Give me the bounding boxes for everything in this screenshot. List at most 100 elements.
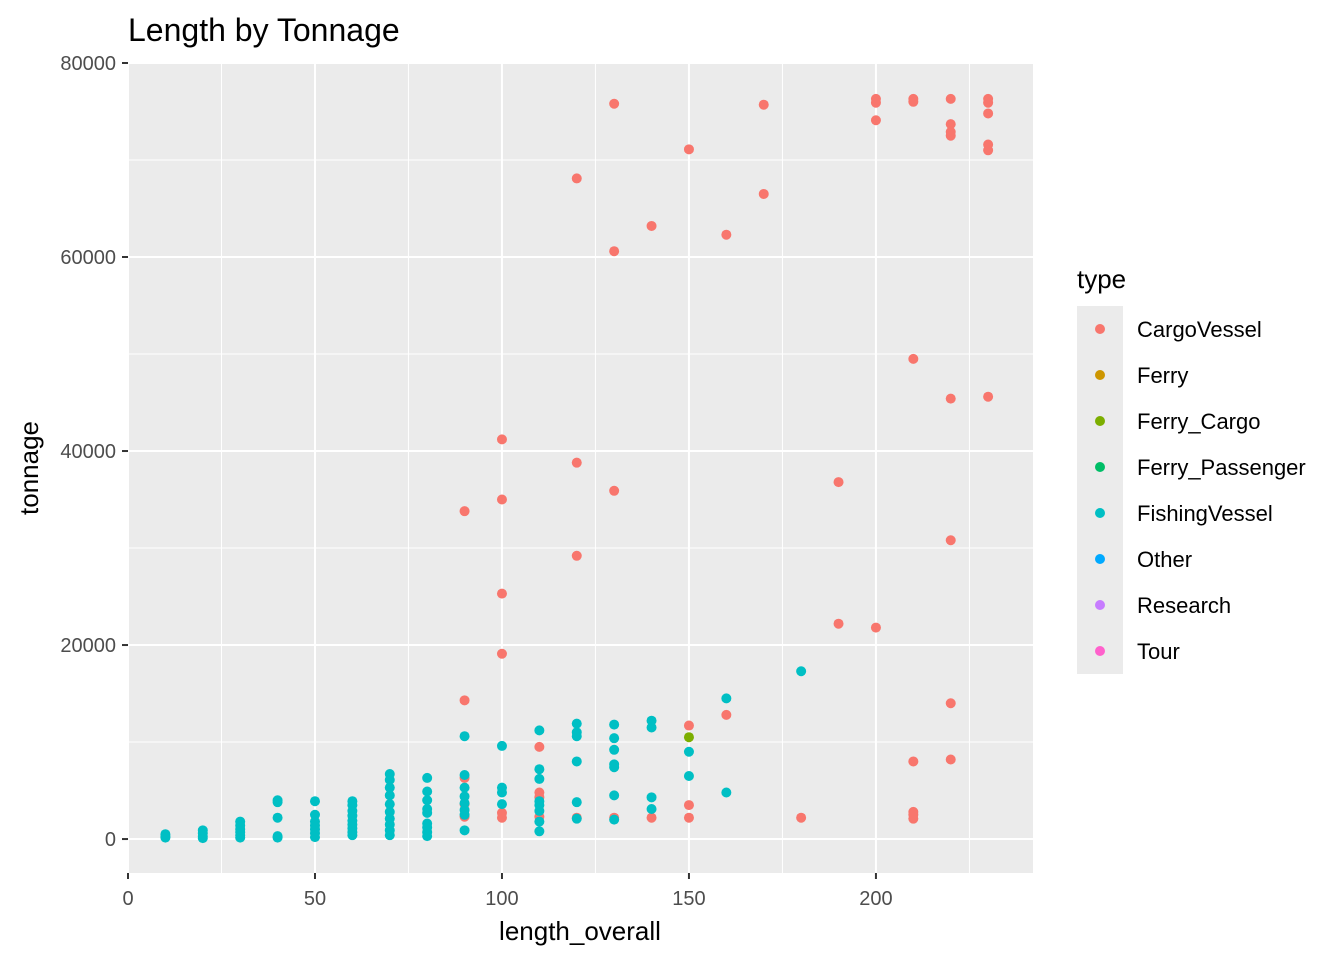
legend-key-background <box>1077 306 1123 674</box>
point-cargovessel <box>758 188 769 199</box>
point-cargovessel <box>796 812 807 823</box>
point-cargovessel <box>908 353 919 364</box>
legend-key-research <box>1095 600 1105 610</box>
point-fishingvessel <box>384 799 395 810</box>
point-fishingvessel <box>796 666 807 677</box>
point-cargovessel <box>571 173 582 184</box>
point-fishingvessel <box>646 792 657 803</box>
legend: type CargoVessel Ferry Ferry_Cargo Ferry_Pa… <box>1077 264 1306 674</box>
legend-label: Ferry_Cargo <box>1137 409 1260 434</box>
point-cargovessel <box>908 756 919 767</box>
legend-label: FishingVessel <box>1137 501 1273 526</box>
legend-key-tour <box>1095 646 1105 656</box>
legend-title: type <box>1077 264 1126 294</box>
legend-label: Research <box>1137 593 1231 618</box>
point-fishingvessel <box>534 816 545 827</box>
point-fishingvessel <box>534 773 545 784</box>
point-cargovessel <box>721 229 732 240</box>
point-fishingvessel <box>571 813 582 824</box>
x-axis-title: length_overall <box>499 916 661 946</box>
point-cargovessel <box>870 115 881 126</box>
point-fishingvessel <box>534 725 545 736</box>
point-cargovessel <box>496 588 507 599</box>
point-fishingvessel <box>272 812 283 823</box>
point-fishingvessel <box>609 719 620 730</box>
chart-title: Length by Tonnage <box>128 12 400 48</box>
point-cargovessel <box>683 720 694 731</box>
point-cargovessel <box>496 812 507 823</box>
point-fishingvessel <box>721 693 732 704</box>
point-fishingvessel <box>534 764 545 775</box>
point-fishingvessel <box>534 805 545 816</box>
point-cargovessel <box>683 800 694 811</box>
point-fishingvessel <box>384 830 395 841</box>
point-cargovessel <box>945 535 956 546</box>
point-fishingvessel <box>646 722 657 733</box>
point-fishingvessel <box>609 744 620 755</box>
point-fishingvessel <box>422 772 433 783</box>
grid-minor-lines <box>128 63 1033 873</box>
legend-key-fishingvessel <box>1095 508 1105 518</box>
point-fishingvessel <box>609 733 620 744</box>
y-axis-title: tonnage <box>14 421 44 515</box>
point-cargovessel <box>459 695 470 706</box>
point-fishingvessel <box>496 740 507 751</box>
plot-panel <box>128 63 1033 873</box>
point-cargovessel <box>721 709 732 720</box>
point-fishingvessel <box>384 790 395 801</box>
point-fishingvessel <box>534 826 545 837</box>
point-cargovessel <box>833 477 844 488</box>
legend-key-ferry <box>1095 370 1105 380</box>
point-fishingvessel <box>571 718 582 729</box>
point-fishingvessel <box>422 807 433 818</box>
point-fishingvessel <box>683 770 694 781</box>
x-tick-label: 0 <box>122 888 133 910</box>
point-fishingvessel <box>422 795 433 806</box>
point-cargovessel <box>983 391 994 402</box>
point-fishingvessel <box>459 825 470 836</box>
x-tick-label: 100 <box>485 888 518 910</box>
point-cargovessel <box>534 741 545 752</box>
point-cargovessel <box>571 550 582 561</box>
legend-label: Ferry_Passenger <box>1137 455 1306 480</box>
x-tick-label: 150 <box>672 888 705 910</box>
y-tick-label: 40000 <box>60 441 116 463</box>
point-fishingvessel <box>422 786 433 797</box>
legend-label: Other <box>1137 547 1192 572</box>
point-cargovessel <box>945 119 956 130</box>
point-cargovessel <box>496 648 507 659</box>
point-fishingvessel <box>272 832 283 843</box>
point-cargovessel <box>683 812 694 823</box>
point-ferry-cargo <box>683 732 694 743</box>
point-fishingvessel <box>459 782 470 793</box>
point-cargovessel <box>609 98 620 109</box>
point-fishingvessel <box>160 832 171 843</box>
point-cargovessel <box>983 97 994 108</box>
legend-label: Tour <box>1137 639 1180 664</box>
point-fishingvessel <box>496 787 507 798</box>
point-cargovessel <box>609 246 620 257</box>
point-cargovessel <box>833 618 844 629</box>
point-fishingvessel <box>571 756 582 767</box>
point-cargovessel <box>496 434 507 445</box>
point-fishingvessel <box>422 831 433 842</box>
x-tick-label: 200 <box>859 888 892 910</box>
point-cargovessel <box>683 144 694 155</box>
point-cargovessel <box>870 622 881 633</box>
point-cargovessel <box>908 96 919 107</box>
x-axis-ticks: 0 50 100 150 200 <box>122 873 893 910</box>
point-fishingvessel <box>496 799 507 810</box>
y-tick-label: 20000 <box>60 635 116 657</box>
point-fishingvessel <box>609 814 620 825</box>
point-fishingvessel <box>571 731 582 742</box>
point-cargovessel <box>646 220 657 231</box>
point-cargovessel <box>571 457 582 468</box>
legend-label: CargoVessel <box>1137 317 1262 342</box>
legend-key-ferry-passenger <box>1095 462 1105 472</box>
point-cargovessel <box>496 494 507 505</box>
point-cargovessel <box>983 108 994 119</box>
point-cargovessel <box>609 485 620 496</box>
point-cargovessel <box>646 812 657 823</box>
point-fishingvessel <box>384 774 395 785</box>
